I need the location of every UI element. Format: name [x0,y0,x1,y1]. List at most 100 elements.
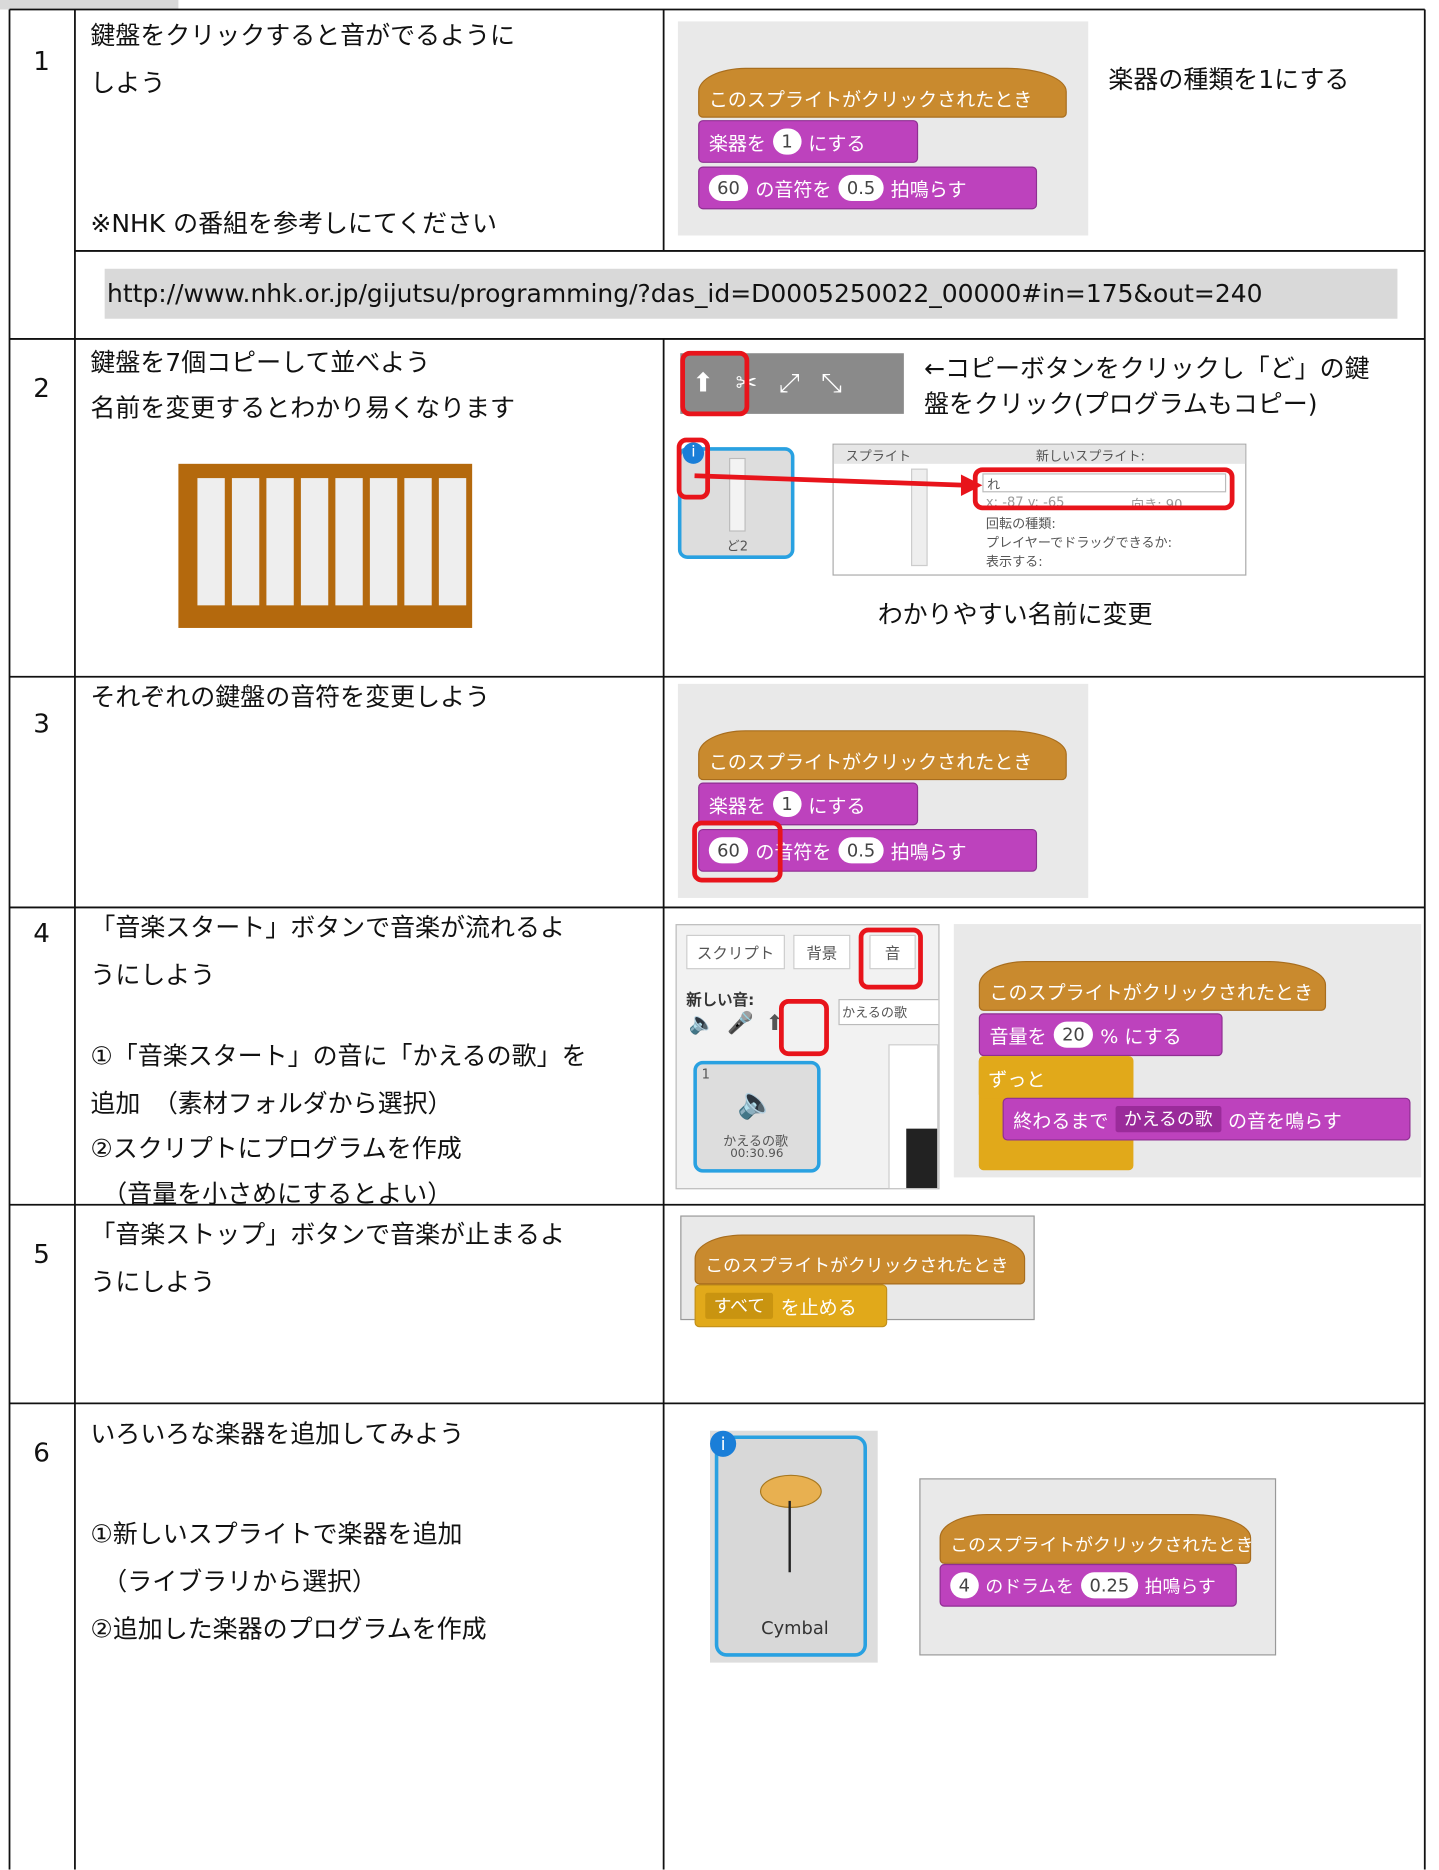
highlight [778,999,829,1057]
decoration [911,468,928,567]
highlight [858,927,923,990]
keyboard-image [178,463,473,628]
label: 表示する: [985,554,1043,570]
instruction: うにしよう [90,1267,216,1297]
decoration [231,478,260,606]
decoration [759,1474,822,1509]
search: かえるの歌 [838,999,939,1026]
decoration [694,473,966,488]
label: 拍鳴らす [890,840,967,864]
label: 楽器を [708,794,766,818]
keys [197,478,467,606]
waveform [888,1044,939,1189]
instruction: 名前を変更するとわかり易くなります [90,393,515,423]
label: 音量を [989,1025,1047,1048]
step: ①新しいスプライトで楽器を追加 [90,1519,463,1549]
url-box [104,268,1398,319]
label: 拍鳴らす [1144,1575,1216,1597]
sprite-label: Cymbal [761,1617,829,1639]
block: 60 の音符を 0.5 拍鳴らす [698,166,1038,210]
label: かえるの歌 [723,1133,789,1149]
step: 追加 （素材フォルダから選択） [90,1089,453,1118]
block: すべて を止める [694,1284,888,1328]
step: ②追加した楽器のプログラムを作成 [90,1615,487,1644]
decoration [300,478,329,606]
sprite-label: ど2 [726,538,749,555]
instruction: 「音楽ストップ」ボタンで音楽が止まるよ [90,1220,565,1249]
step: ②スクリプトにプログラムを作成 [90,1134,462,1164]
step: （ライブラリから選択） [102,1567,378,1597]
decoration [8,8,1426,1870]
highlight [972,467,1235,511]
sprite-image: Cymbal i [710,1430,878,1663]
label: 楽器を [708,132,766,155]
caption: ←コピーボタンをクリックし「ど」の鍵 [924,354,1370,383]
hat-block: このスプライトがクリックされたとき [978,960,1327,1011]
tab: 音 [869,934,916,970]
decoration [438,478,467,606]
hat-block: このスプライトがクリックされたとき [694,1234,1026,1285]
decoration: Cymbal [714,1435,867,1657]
label: を止める [780,1296,857,1319]
caption: 盤をクリック(プログラムもコピー) [924,390,1318,419]
sound-icons: 🔈🎤⬆ [688,1010,796,1036]
label: % にする [1100,1025,1182,1048]
block: 楽器を 1 にする [698,120,919,163]
tab-strip [0,0,179,10]
name-field: れ [982,473,1227,493]
row-number: 6 [33,1439,50,1469]
label: にする [808,794,866,818]
step: （音量を小さめにするとよい） [102,1179,453,1209]
input: 60 [708,174,749,201]
block: 音量を 20 % にする [978,1013,1223,1057]
row-number: 4 [33,919,50,950]
row-number: 2 [33,374,50,405]
input: 60 [708,837,749,864]
sprite-tile: ど2 [677,447,795,559]
decoration [788,1500,791,1573]
label: 回転の種類: [985,516,1056,532]
decoration [266,478,294,606]
block: 60 の音符を 0.5 拍鳴らす [698,828,1038,872]
label: スプライト [845,448,912,464]
tab: スクリプト [686,934,785,970]
sound-tile: 1 🔈 かえるの歌 00:30.96 [693,1060,821,1173]
decoration [197,478,225,606]
note: ※NHK の番組を参考しにてください [90,209,498,238]
hat-block: このスプライトがクリックされたとき [939,1513,1254,1564]
input: 20 [1053,1021,1094,1048]
instruction: 鍵盤を7個コピーして並べよう [90,348,431,378]
label: の音符を [755,178,832,201]
decoration [960,474,983,496]
input: 1 [773,790,802,818]
decoration [833,444,1246,464]
arrow [694,473,983,496]
label: 1 [701,1066,711,1083]
label: プレイヤーでドラッグできるか: [985,535,1173,551]
decoration: 🔈 [737,1085,776,1122]
highlight [680,350,750,417]
decoration [369,478,398,606]
hat-block: このスプライトがクリックされたとき [698,67,1067,118]
row-number: 5 [33,1240,50,1271]
label: 拍鳴らす [890,178,967,201]
instruction: 「音楽スタート」ボタンで音楽が流れるよ [90,913,565,942]
instruction: うにしよう [90,960,216,990]
instruction: しよう [90,68,166,98]
instruction: 鍵盤をクリックすると音がでるように [90,21,515,50]
instruction: いろいろな楽器を追加してみよう [90,1420,465,1449]
url: http://www.nhk.or.jp/gijutsu/programming… [107,279,1263,309]
input: 0.5 [838,174,884,201]
highlight [692,820,783,883]
label: 終わるまで [1013,1109,1109,1133]
decoration [404,478,432,606]
label: 新しいスプライト: [1035,448,1145,464]
hat-block: このスプライトがクリックされたとき [698,730,1067,781]
input: 0.5 [838,837,884,864]
info-icon: i [682,442,705,464]
step: ①「音楽スタート」の音に「かえるの歌」を [90,1041,587,1071]
row-number: 3 [33,710,50,740]
caption: わかりやすい名前に変更 [877,600,1153,630]
